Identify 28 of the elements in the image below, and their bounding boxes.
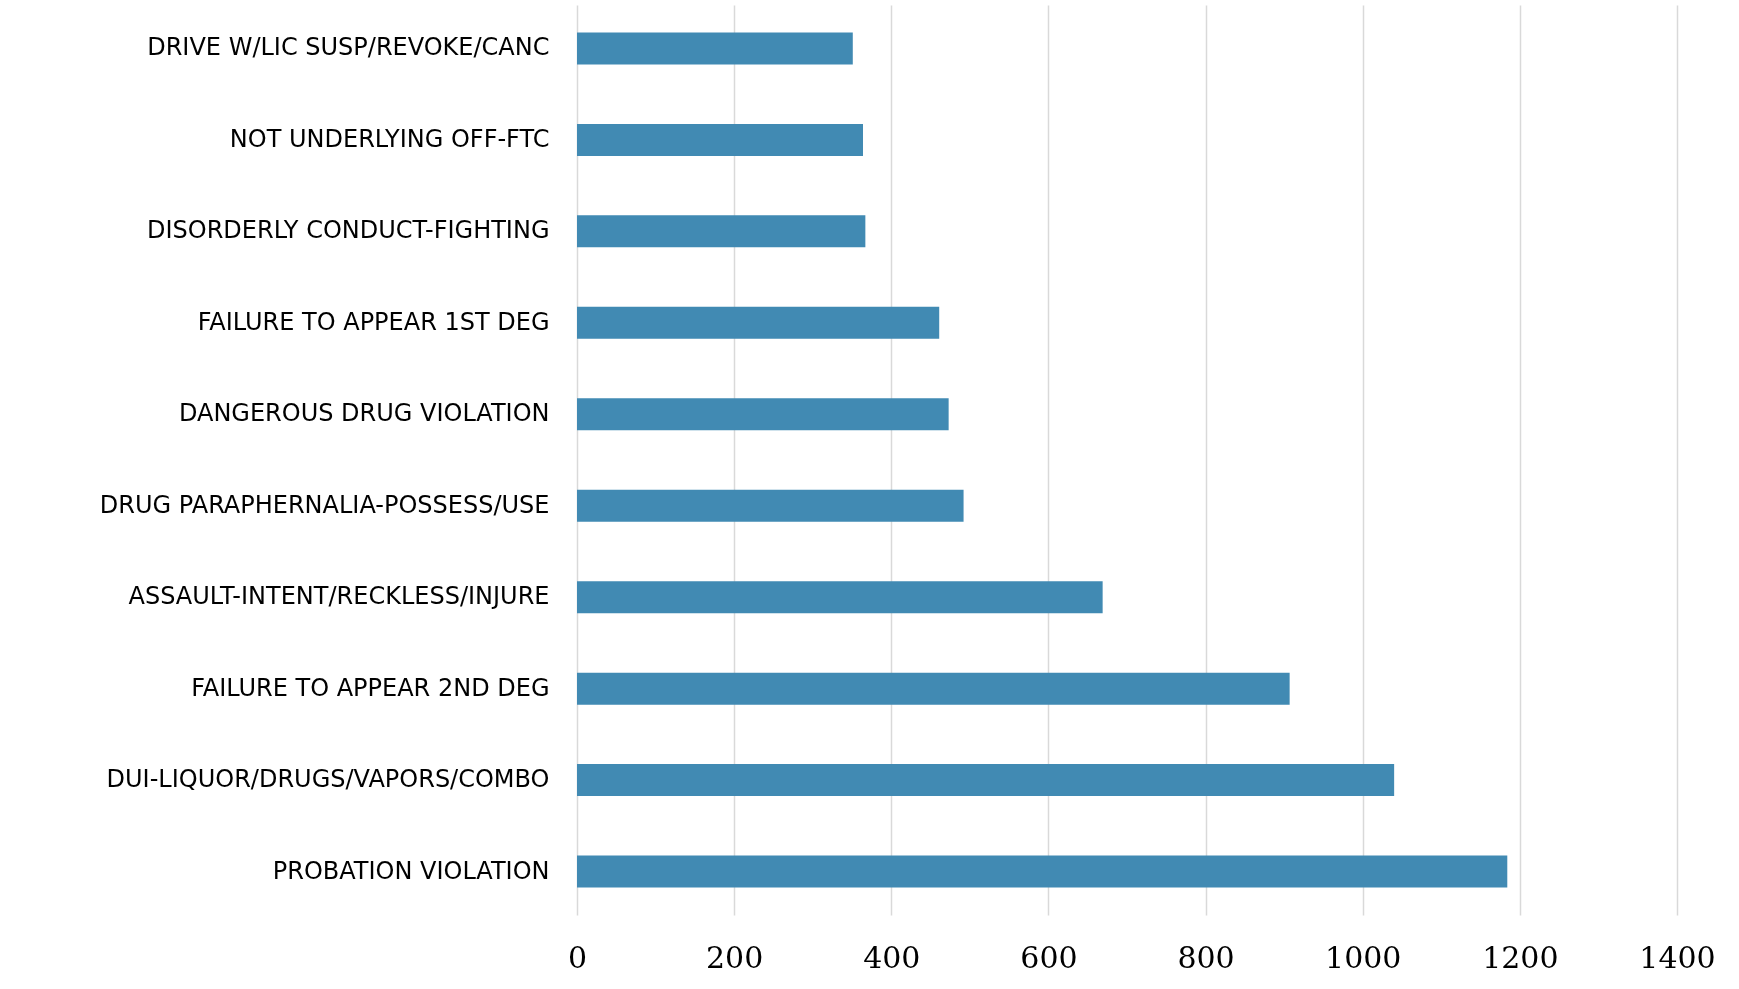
y-tick-label: PROBATION VIOLATION [272,856,550,885]
y-tick-label: FAILURE TO APPEAR 1ST DEG [197,307,550,336]
y-tick-label: FAILURE TO APPEAR 2ND DEG [191,673,550,702]
bar [577,32,853,65]
y-tick-label: ASSAULT-INTENT/RECKLESS/INJURE [128,582,550,611]
x-tick-label: 0 [567,939,588,975]
x-tick-label: 1400 [1639,939,1716,975]
x-tick-label: 600 [1020,939,1078,975]
bar [577,123,863,156]
bar [577,855,1508,888]
bar [577,764,1395,797]
x-tick-label: 400 [863,939,921,975]
bar [577,581,1103,614]
x-tick-label: 800 [1177,939,1235,975]
bar [577,672,1290,705]
bar [577,398,949,431]
x-tick-label: 200 [706,939,764,975]
y-tick-label: DANGEROUS DRUG VIOLATION [178,399,550,428]
bar [577,215,866,248]
y-tick-label: NOT UNDERLYING OFF-FTC [229,124,550,153]
y-tick-label: DUI-LIQUOR/DRUGS/VAPORS/COMBO [106,765,550,794]
y-tick-label: DRUG PARAPHERNALIA-POSSESS/USE [99,490,550,519]
y-tick-label: DISORDERLY CONDUCT-FIGHTING [147,216,550,245]
x-tick-label: 1200 [1482,939,1559,975]
bar [577,306,940,339]
bar [577,489,964,522]
y-tick-label: DRIVE W/LIC SUSP/REVOKE/CANC [147,33,550,62]
x-tick-label: 1000 [1325,939,1402,975]
